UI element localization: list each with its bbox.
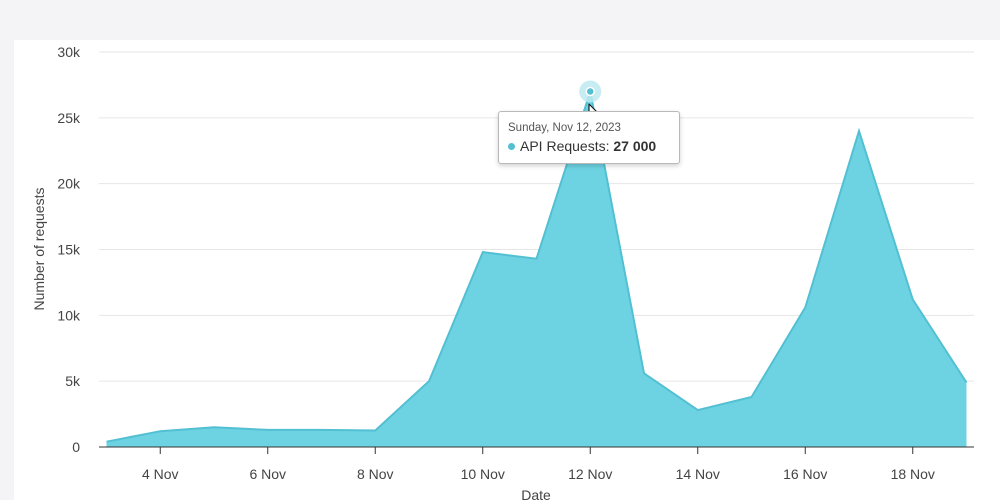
y-tick-label: 20k — [57, 176, 81, 192]
x-tick-label: 4 Nov — [142, 466, 179, 482]
y-tick-label: 0 — [72, 439, 80, 455]
x-tick-label: 8 Nov — [357, 466, 394, 482]
x-tick-label: 14 Nov — [676, 466, 720, 482]
y-tick-label: 30k — [57, 44, 81, 60]
tooltip-row: API Requests: 27 000 — [508, 138, 679, 155]
hover-point[interactable] — [585, 86, 595, 97]
y-tick-label: 5k — [65, 373, 81, 389]
y-tick-label: 25k — [57, 110, 81, 126]
api-requests-line[interactable] — [106, 91, 968, 443]
x-axis-ticks: 4 Nov 6 Nov 8 Nov 10 Nov 12 Nov 14 Nov 16 Nov 1… — [142, 447, 935, 482]
tooltip-value: 27 000 — [613, 138, 657, 154]
tooltip-series-label: API Requests — [520, 138, 606, 154]
x-tick-label: 6 Nov — [249, 466, 286, 482]
x-tick-label: 10 Nov — [461, 466, 505, 482]
y-axis-ticks: 0 5k 10k 15k 20k 25k 30k — [57, 44, 81, 455]
y-tick-label: 15k — [57, 242, 81, 258]
x-axis-title: Date — [521, 487, 551, 500]
series-dot-icon — [508, 142, 515, 150]
tooltip-date: Sunday, Nov 12, 2023 — [508, 122, 621, 134]
x-tick-label: 12 Nov — [568, 466, 612, 482]
y-tick-label: 10k — [57, 307, 81, 323]
x-tick-label: 18 Nov — [891, 466, 935, 482]
y-axis-title: Number of requests — [31, 188, 47, 311]
api-requests-area[interactable] — [106, 91, 967, 448]
data-tooltip: Sunday, Nov 12, 2023 API Requests: 27 00… — [498, 111, 680, 164]
x-tick-label: 16 Nov — [783, 466, 827, 482]
